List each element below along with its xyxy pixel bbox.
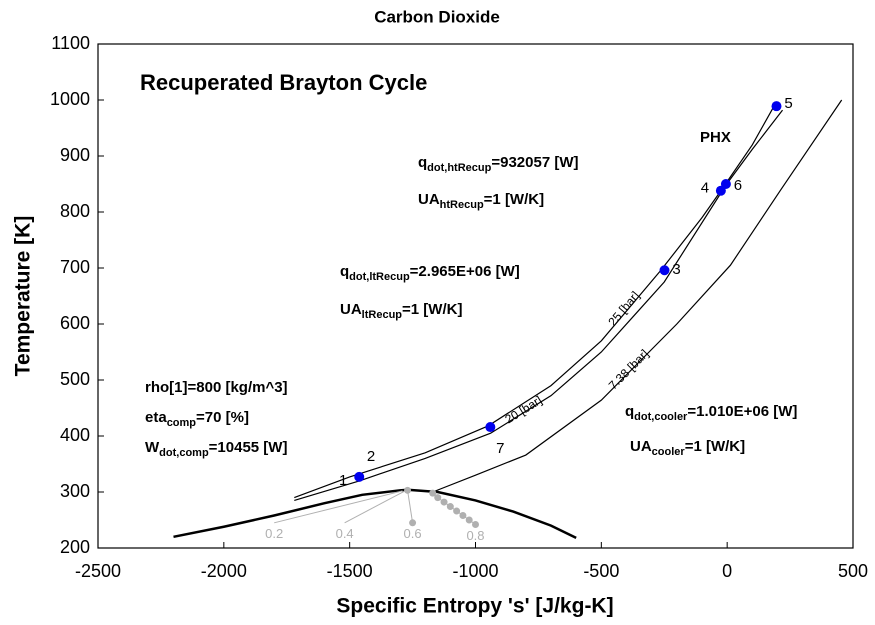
chart-title: Carbon Dioxide	[374, 7, 500, 26]
annotation: qdot,ltRecup=2.965E+06 [W]	[340, 263, 520, 283]
annotation-subscript: dot,ltRecup	[349, 271, 410, 283]
annotation: qdot,htRecup=932057 [W]	[418, 154, 578, 174]
plot-frame	[97, 43, 854, 549]
x-tick-label: 0	[722, 561, 732, 581]
annotation-subscript: dot,htRecup	[427, 162, 491, 174]
annotation-text: UA	[340, 301, 362, 318]
curve-label: 20 [bar]	[502, 393, 544, 426]
state-label: 2	[367, 448, 375, 465]
annotation: qdot,cooler=1.010E+06 [W]	[625, 403, 797, 423]
x-tick-label: -2500	[75, 561, 121, 581]
quality-marker	[453, 507, 461, 515]
curve-label: 25 [bar]	[605, 289, 642, 329]
x-tick-label: -1000	[452, 561, 498, 581]
state-label: 7	[496, 440, 504, 457]
annotation-subscript: dot,comp	[159, 447, 209, 459]
state-label: 4	[701, 180, 709, 197]
state-point	[771, 101, 782, 112]
annotation-subscript: cooler	[652, 446, 686, 458]
annotation-text: =10455 [W]	[209, 439, 288, 456]
x-tick-label: -2000	[201, 561, 247, 581]
annotation-subscript: dot,cooler	[634, 411, 688, 423]
annotation-text: =70 [%]	[196, 409, 249, 426]
state-label: 5	[784, 95, 792, 112]
curve	[294, 106, 775, 499]
annotation: rho[1]=800 [kg/m^3]	[145, 379, 288, 396]
y-axis-label: Temperature [K]	[12, 216, 35, 377]
annotation-text: =1.010E+06 [W]	[687, 403, 797, 420]
quality-marker	[434, 494, 442, 502]
state-label: 3	[672, 261, 680, 278]
annotation: UAhtRecup=1 [W/K]	[418, 191, 544, 211]
annotation: Wdot,comp=10455 [W]	[145, 439, 287, 459]
annotation-text: UA	[418, 191, 440, 208]
annotation-text: q	[340, 263, 349, 280]
quality-marker	[446, 503, 454, 511]
annotation: etacomp=70 [%]	[145, 409, 249, 429]
y-tick-label: 800	[60, 201, 90, 221]
quality-marker	[465, 516, 473, 524]
y-tick-label: 200	[60, 537, 90, 557]
curve	[344, 490, 406, 524]
annotation-text: eta	[145, 409, 167, 426]
curve	[432, 99, 843, 493]
curve	[294, 109, 784, 501]
y-tick-label: 400	[60, 425, 90, 445]
quality-marker	[404, 486, 412, 494]
x-tick-label: 500	[838, 561, 868, 581]
annotation-text: PHX	[700, 129, 731, 146]
state-point	[485, 422, 496, 433]
y-tick-label: 1000	[50, 89, 90, 109]
quality-marker	[472, 520, 479, 528]
y-tick-label: 1100	[51, 33, 90, 53]
annotation: UAcooler=1 [W/K]	[630, 438, 745, 458]
annotation-subscript: comp	[167, 417, 197, 429]
annotation: UAltRecup=1 [W/K]	[340, 301, 462, 321]
curve	[173, 488, 577, 540]
quality-marker	[440, 498, 448, 506]
annotation-text: UA	[630, 438, 652, 455]
chart-subtitle: Recuperated Brayton Cycle	[140, 70, 427, 95]
curve-label: 7.38 [bar]	[606, 347, 652, 393]
y-tick-label: 600	[60, 313, 90, 333]
quality-label: 0.4	[336, 526, 354, 541]
y-tick-label: 900	[60, 145, 90, 165]
state-point	[354, 471, 365, 482]
annotation-text: =1 [W/K]	[402, 301, 462, 318]
annotation-text: W	[145, 439, 160, 456]
x-tick-label: -500	[583, 561, 619, 581]
state-label: 6	[734, 177, 742, 194]
annotation-subscript: ltRecup	[362, 309, 403, 321]
annotation: PHX	[700, 129, 731, 146]
annotation-text: =2.965E+06 [W]	[410, 263, 520, 280]
x-axis-label: Specific Entropy 's' [J/kg-K]	[336, 595, 613, 618]
x-tick-label: -1500	[327, 561, 373, 581]
state-label: 1	[339, 472, 347, 489]
annotation-text: q	[418, 154, 427, 171]
annotation-text: =1 [W/K]	[484, 191, 544, 208]
annotation-text: q	[625, 403, 634, 420]
state-point	[720, 179, 731, 189]
annotation-subscript: htRecup	[440, 199, 484, 211]
quality-marker	[409, 519, 417, 527]
annotation-text: =932057 [W]	[491, 154, 578, 171]
quality-marker	[429, 489, 437, 497]
y-tick-label: 300	[60, 481, 90, 501]
curve	[274, 490, 403, 524]
annotation-text: rho[1]=800 [kg/m^3]	[145, 379, 288, 396]
curve	[407, 490, 414, 523]
quality-label: 0.8	[466, 528, 484, 543]
quality-label: 0.6	[404, 526, 422, 541]
y-tick-label: 700	[60, 257, 90, 277]
state-point	[659, 265, 670, 276]
quality-marker	[459, 512, 467, 520]
annotation-text: =1 [W/K]	[685, 438, 745, 455]
quality-label: 0.2	[265, 526, 283, 541]
y-tick-label: 500	[60, 369, 90, 389]
